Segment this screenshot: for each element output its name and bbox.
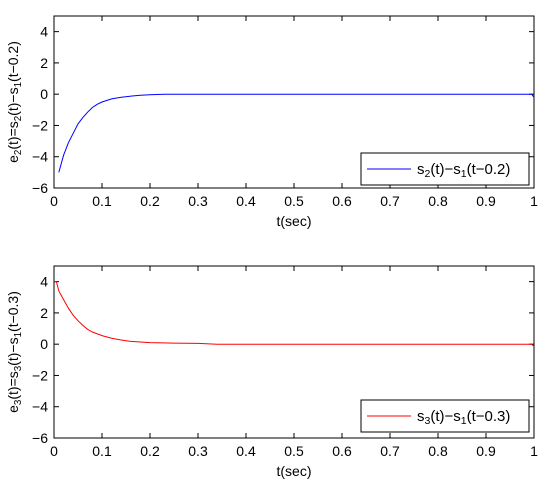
x-axis-label: t(sec) — [277, 213, 312, 229]
y-axis-label: e2(t)=s2(t)−s1(t−0.2) — [5, 41, 24, 163]
legend-label: s3(t)−s1(t−0.3) — [417, 408, 510, 427]
x-tick-label: 0.9 — [476, 193, 496, 209]
y-tick-label: 4 — [40, 24, 48, 40]
x-tick-label: 0.8 — [428, 193, 448, 209]
x-tick-label: 1 — [530, 443, 538, 459]
y-tick-label: 0 — [40, 336, 48, 352]
x-tick-label: 0.3 — [188, 443, 208, 459]
legend-label: s2(t)−s1(t−0.2) — [417, 161, 510, 180]
x-tick-label: 0.5 — [284, 193, 304, 209]
y-tick-label: −4 — [32, 399, 48, 415]
y-tick-label: 2 — [40, 55, 48, 71]
y-tick-label: −4 — [32, 149, 48, 165]
series-line-1 — [58, 93, 535, 173]
x-tick-label: 0.2 — [140, 193, 160, 209]
y-tick-label: −6 — [32, 180, 48, 196]
y-tick-label: 4 — [40, 274, 48, 290]
x-tick-label: 0.8 — [428, 443, 448, 459]
y-tick-label: −2 — [32, 367, 48, 383]
chart-panel-1: 0 0.1 0.2 0.3 0.4 0.5 0.6 0.7 0.8 0.9 1 −6 −4 −2 0 2 4 t(… — [5, 15, 538, 229]
x-tick-label: 0.1 — [92, 193, 112, 209]
x-tick-label: 0.7 — [380, 193, 400, 209]
x-axis-label: t(sec) — [277, 463, 312, 479]
x-tick-label: 0.1 — [92, 443, 112, 459]
x-tick-label: 0.5 — [284, 443, 304, 459]
series-line-1 — [54, 281, 535, 347]
x-tick-label: 0.7 — [380, 443, 400, 459]
x-tick-label: 0.6 — [332, 193, 352, 209]
x-tick-label: 0.2 — [140, 443, 160, 459]
x-tick-label: 0 — [50, 193, 58, 209]
y-tick-label: −6 — [32, 430, 48, 446]
x-tick-label: 0 — [50, 443, 58, 459]
x-tick-label: 1 — [530, 193, 538, 209]
x-tick-label: 0.9 — [476, 443, 496, 459]
y-tick-label: 2 — [40, 305, 48, 321]
x-tick-label: 0.4 — [236, 193, 256, 209]
x-tick-label: 0.3 — [188, 193, 208, 209]
x-tick-label: 0.6 — [332, 443, 352, 459]
chart-panel-2: 0 0.1 0.2 0.3 0.4 0.5 0.6 0.7 0.8 0.9 1 −6 −4 −2 0 2 4 t(… — [5, 265, 538, 479]
x-tick-label: 0.4 — [236, 443, 256, 459]
y-tick-label: 0 — [40, 86, 48, 102]
y-tick-label: −2 — [32, 117, 48, 133]
y-axis-label: e3(t)=s3(t)−s1(t−0.3) — [5, 291, 24, 413]
